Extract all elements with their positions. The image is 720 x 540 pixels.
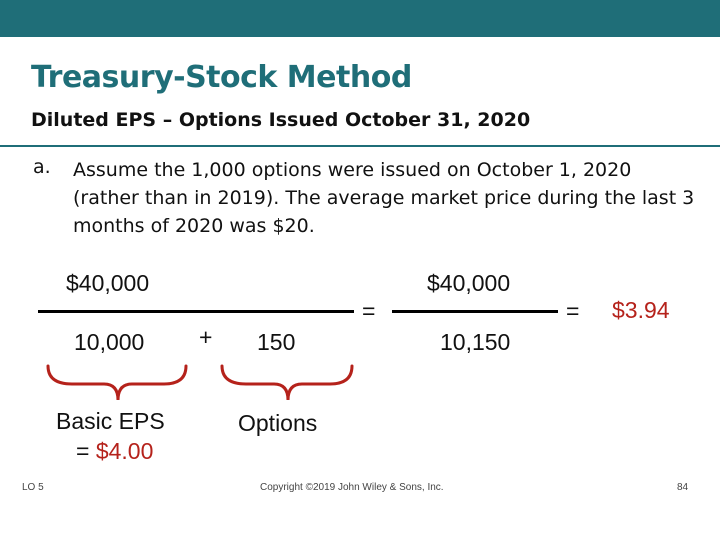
plus-sign: + (199, 324, 213, 350)
page-number: 84 (677, 482, 689, 493)
basic-eps-label: Basic EPS (56, 408, 165, 434)
top-accent-bar (0, 0, 720, 37)
numerator-left: $40,000 (66, 270, 150, 296)
denominator-basic-shares: 10,000 (74, 329, 145, 355)
slide-subtitle: Diluted EPS – Options Issued October 31,… (31, 109, 531, 131)
copyright-notice: Copyright ©2019 John Wiley & Sons, Inc. (260, 482, 444, 493)
learning-objective: LO 5 (22, 482, 44, 493)
fraction-bar-right (392, 310, 558, 313)
equals-sign-1: = (362, 298, 376, 324)
brace-options (220, 364, 354, 401)
basic-eps-equals: = (76, 438, 96, 464)
numerator-right: $40,000 (427, 270, 511, 296)
basic-eps-value-line: = $4.00 (76, 440, 153, 463)
options-label: Options (238, 410, 318, 436)
title-divider (0, 145, 720, 147)
list-marker: a. (33, 156, 51, 178)
denominator-option-shares: 150 (257, 329, 296, 355)
denominator-total-shares: 10,150 (440, 329, 511, 355)
diluted-eps-result: $3.94 (612, 297, 670, 323)
equals-sign-2: = (566, 298, 580, 324)
basic-eps-value: $4.00 (95, 438, 154, 464)
brace-basic-eps (46, 364, 188, 401)
fraction-bar-left (38, 310, 354, 313)
list-item-text: Assume the 1,000 options were issued on … (73, 159, 695, 237)
slide-title: Treasury-Stock Method (31, 60, 412, 95)
